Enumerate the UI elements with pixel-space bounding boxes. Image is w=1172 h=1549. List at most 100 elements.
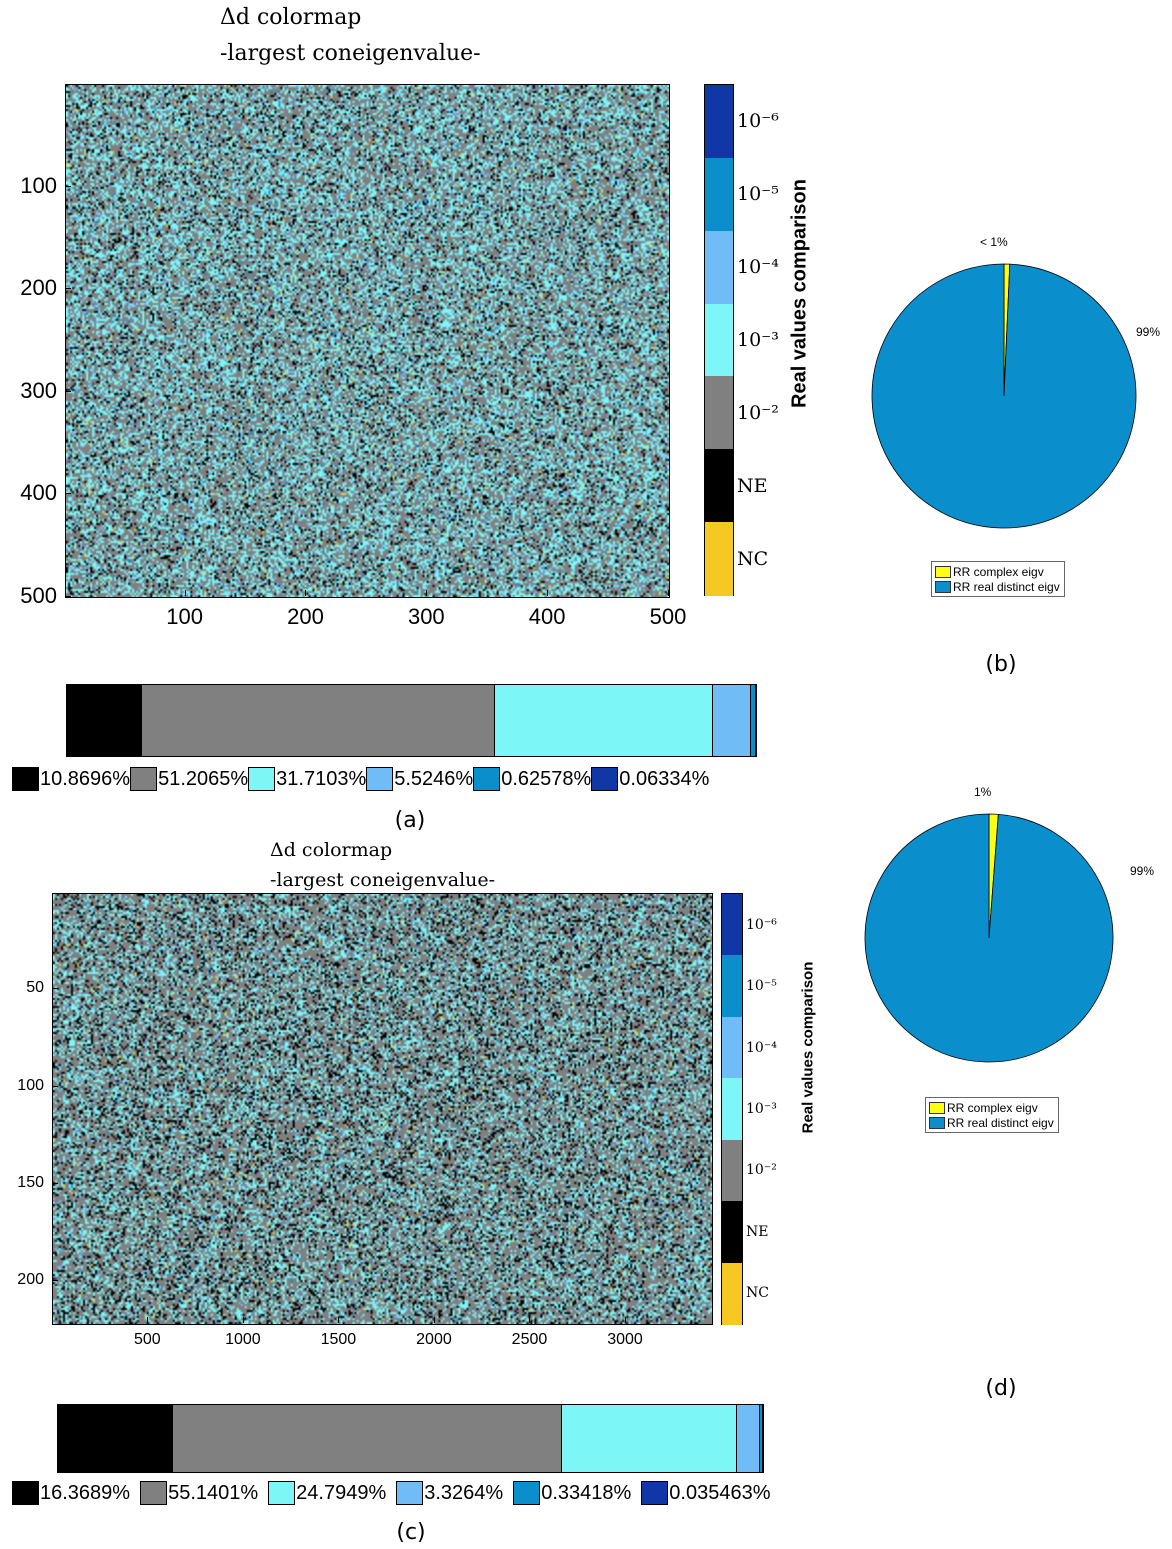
x-tick-label: 400 [528, 604, 566, 629]
panel-c-colorbar: 10⁻⁶ 10⁻⁵ 10⁻⁴ 10⁻³ 10⁻² NE NC [721, 893, 777, 1325]
panel-a-stacked-bar [66, 684, 757, 757]
legend-label: 0.06334% [619, 767, 710, 790]
stacked-bar-segment-e-5 [751, 685, 756, 756]
x-tick-mark [625, 1317, 627, 1323]
legend-swatch-complex [935, 565, 951, 578]
y-tick-mark [65, 390, 71, 392]
legend-swatch-complex [929, 1101, 945, 1114]
legend-item-e-3: 31.7103% [248, 767, 366, 791]
panel-b-small-label: < 1% [980, 235, 1008, 249]
panel-a-caption: (a) [394, 808, 426, 833]
x-tick-label: 2000 [416, 1331, 452, 1348]
legend-item-NE: 16.3689% [12, 1481, 130, 1505]
legend-label-complex: RR complex eigv [953, 564, 1044, 579]
legend-label: 31.7103% [276, 767, 367, 790]
colorbar-label: NE [737, 474, 768, 497]
x-tick-label: 200 [287, 604, 324, 629]
panel-c-legend: 16.3689% 55.1401% 24.7949% 3.3264% 0.33418% 0… [12, 1479, 770, 1507]
panel-b-large-label: 99% [1136, 325, 1161, 339]
legend-swatch [473, 767, 501, 791]
y-tick-label: 300 [20, 377, 57, 403]
y-tick-label: 200 [17, 1271, 44, 1289]
colorbar-segment-e-5 [722, 955, 742, 1018]
y-tick-label: 400 [20, 480, 57, 506]
colorbar-label: 10⁻⁵ [746, 978, 777, 995]
y-tick-mark [65, 596, 71, 597]
x-tick-mark [668, 590, 669, 596]
y-tick-mark [52, 1085, 58, 1087]
colorbar-label: NC [737, 547, 769, 570]
legend-item-e-6: 0.035463% [641, 1481, 770, 1505]
colorbar-segment-e-2 [722, 1139, 742, 1202]
stacked-bar-segment-NE [67, 685, 142, 756]
legend-item-e-3: 24.7949% [268, 1481, 386, 1505]
colorbar-label: 10⁻⁶ [737, 110, 779, 133]
colorbar-segment-e-3 [705, 303, 733, 378]
legend-swatch [130, 767, 158, 791]
y-tick-mark [52, 988, 58, 990]
x-tick-label: 300 [407, 604, 445, 629]
x-tick-mark [426, 590, 428, 596]
colorbar-segment-e-6 [705, 85, 733, 159]
colorbar-label: 10⁻⁵ [737, 183, 779, 206]
legend-swatch [396, 1481, 424, 1505]
legend-swatch [513, 1481, 541, 1505]
colorbar-label: NC [746, 1285, 769, 1302]
panel-b-pie [871, 263, 1137, 529]
colorbar-segment-e-6 [722, 894, 742, 957]
x-tick-label: 100 [166, 604, 203, 629]
stacked-bar-segment-e-4 [713, 685, 752, 756]
colorbar-segment-e-3 [722, 1078, 742, 1141]
x-tick-label: 500 [133, 1331, 161, 1348]
panel-b-caption: (b) [985, 652, 1017, 677]
panel-a-colorbar: 10⁻⁶ 10⁻⁵ 10⁻⁴ 10⁻³ 10⁻² NE NC [704, 84, 779, 597]
panel-c-title-line2: -largest coneigenvalue- [270, 869, 496, 891]
panel-a-title-line1: Δd colormap [220, 5, 362, 30]
legend-swatch-real [935, 580, 951, 593]
stacked-bar-segment-e-4 [736, 1405, 761, 1472]
panel-d-legend: RR complex eigv RR real distinct eigv [925, 1097, 1059, 1133]
panel-a-colorbar-title: Real values comparison [788, 179, 811, 408]
colorbar-segment-e-5 [705, 157, 733, 232]
x-tick-mark [305, 590, 307, 596]
colorbar-label: 10⁻⁴ [737, 256, 779, 279]
legend-swatch [641, 1481, 669, 1505]
colorbar-segment-NC [722, 1262, 742, 1325]
y-tick-label: 100 [17, 1076, 44, 1094]
legend-swatch-real [929, 1116, 945, 1129]
x-tick-mark [242, 1317, 244, 1323]
y-tick-label: 500 [20, 583, 57, 608]
x-tick-mark [547, 590, 549, 596]
legend-swatch [248, 767, 276, 791]
colorbar-label: NE [746, 1223, 769, 1240]
colorbar-label: 10⁻² [737, 401, 779, 424]
colorbar-label: 10⁻² [746, 1162, 777, 1179]
panel-d-pie [864, 813, 1114, 1063]
legend-label: 0.62578% [501, 767, 592, 790]
colorbar-segment-e-4 [705, 230, 733, 305]
y-tick-label: 50 [26, 979, 44, 997]
legend-item-e-4: 5.5246% [366, 767, 473, 791]
pie-slice-real [864, 813, 1114, 1063]
panel-a-title-line2: -largest coneigenvalue- [220, 41, 481, 66]
panel-d-small-label: 1% [974, 785, 992, 799]
legend-item-e-2: 55.1401% [140, 1481, 258, 1505]
legend-item-e-4: 3.3264% [396, 1481, 503, 1505]
legend-item-real: RR real distinct eigv [935, 579, 1060, 594]
panel-c-stacked-bar [57, 1404, 764, 1473]
legend-label: 0.035463% [669, 1481, 771, 1504]
colorbar-label: 10⁻⁴ [746, 1039, 777, 1056]
legend-label: 3.3264% [424, 1481, 504, 1504]
legend-swatch [12, 767, 39, 791]
panel-c-caption: (c) [396, 1520, 426, 1545]
panel-c-heatmap [52, 893, 713, 1325]
legend-item-e-5: 0.62578% [473, 767, 591, 791]
panel-d-large-label: 99% [1130, 864, 1155, 878]
colorbar-label: 10⁻³ [737, 329, 779, 351]
x-tick-mark [529, 1317, 531, 1323]
legend-label: 10.8696% [40, 767, 131, 790]
x-tick-label: 3000 [607, 1331, 643, 1348]
panel-d-caption: (d) [985, 1376, 1017, 1401]
legend-label: 0.33418% [541, 1481, 632, 1504]
panel-b-legend: RR complex eigv RR real distinct eigv [931, 561, 1065, 597]
